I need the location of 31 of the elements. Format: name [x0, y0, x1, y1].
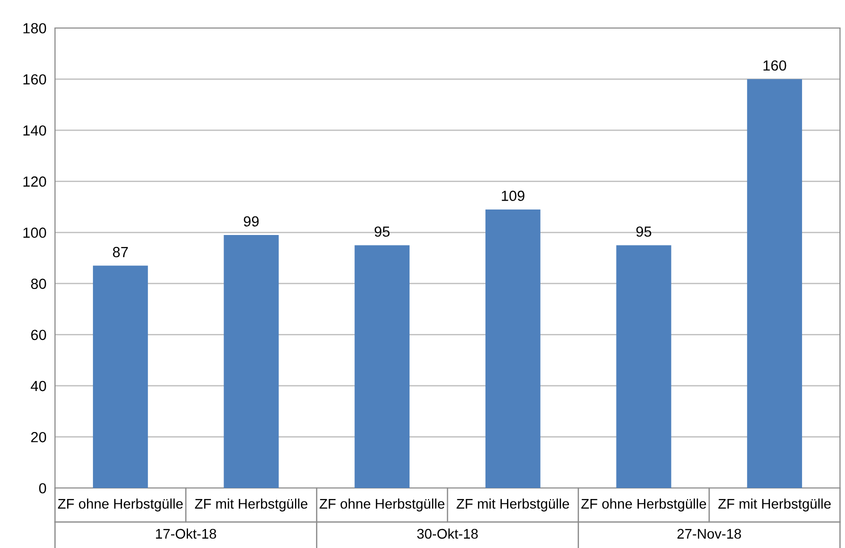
data-label: 160 [764, 60, 786, 71]
bar [616, 245, 672, 488]
bar [224, 235, 279, 488]
y-tick-label: 60 [31, 330, 46, 340]
y-tick-label: 180 [23, 23, 46, 34]
y-tick-label: 80 [31, 278, 46, 289]
x-tick-label: ZF ohne Herbstgülle [581, 498, 706, 512]
x-tick-label: ZF mit Herbstgülle [194, 498, 308, 512]
data-label: 109 [502, 190, 524, 202]
text: 17-Okt-18 [156, 528, 216, 539]
x-tick-label: ZF ohne Herbstgülle [320, 498, 444, 512]
bar [92, 266, 148, 488]
bar [354, 245, 410, 488]
x-tick-label: ZF ohne Herbstgülle [58, 498, 183, 512]
y-tick-label: 0 [39, 483, 46, 494]
y-tick-label: 160 [23, 74, 46, 85]
y-tick-label: 120 [23, 176, 46, 187]
x-tick-label: ZF mit Herbstgülle [456, 498, 570, 512]
bar [747, 79, 802, 488]
y-tick-label: 140 [23, 125, 46, 136]
data-label: 95 [374, 226, 390, 237]
y-tick-label: 100 [23, 228, 46, 238]
data-label: 95 [636, 226, 652, 237]
y-tick-label: 20 [31, 432, 46, 442]
data-label: 99 [244, 216, 259, 227]
data-label: 87 [112, 246, 128, 258]
text: 27-Nov-18 [677, 528, 741, 539]
bar [485, 209, 540, 488]
x-tick-label: ZF mit Herbstgülle [718, 498, 831, 512]
y-tick-label: 40 [30, 380, 46, 392]
text: 30-Okt-18 [417, 528, 478, 539]
